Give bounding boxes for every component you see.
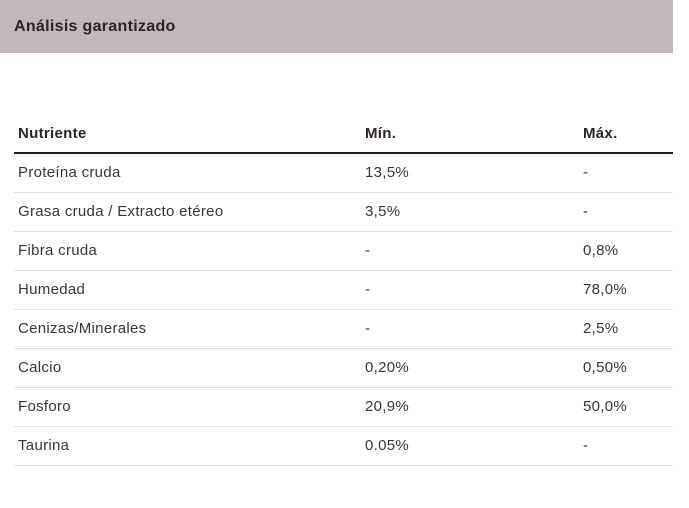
table-row: Fibra cruda - 0,8%: [14, 231, 673, 271]
table-row: Grasa cruda / Extracto etéreo 3,5% -: [14, 192, 673, 232]
nutrient-name: Fibra cruda: [14, 231, 365, 271]
section-title: Análisis garantizado: [14, 17, 176, 35]
min-value: 3,5%: [365, 192, 583, 232]
nutrients-table: Nutriente Mín. Máx. Proteína cruda 13,5%…: [14, 115, 673, 466]
nutrient-name: Grasa cruda / Extracto etéreo: [14, 192, 365, 232]
nutrient-name: Taurina: [14, 426, 365, 466]
max-value: 78,0%: [583, 270, 673, 310]
max-value: 0,50%: [583, 348, 673, 388]
max-value: -: [583, 153, 673, 193]
nutrient-name: Cenizas/Minerales: [14, 309, 365, 349]
column-header-max: Máx.: [583, 115, 673, 154]
min-value: 20,9%: [365, 387, 583, 427]
table-row: Taurina 0.05% -: [14, 426, 673, 466]
max-value: 50,0%: [583, 387, 673, 427]
max-value: -: [583, 192, 673, 232]
min-value: 0.05%: [365, 426, 583, 466]
nutrient-name: Calcio: [14, 348, 365, 388]
column-header-min: Mín.: [365, 115, 583, 154]
guaranteed-analysis-table: Nutriente Mín. Máx. Proteína cruda 13,5%…: [14, 115, 673, 466]
table-row: Cenizas/Minerales - 2,5%: [14, 309, 673, 349]
table-row: Fosforo 20,9% 50,0%: [14, 387, 673, 427]
min-value: 13,5%: [365, 153, 583, 193]
min-value: -: [365, 309, 583, 349]
max-value: 2,5%: [583, 309, 673, 349]
table-header-row: Nutriente Mín. Máx.: [14, 115, 673, 154]
nutrient-name: Humedad: [14, 270, 365, 310]
max-value: -: [583, 426, 673, 466]
table-row: Humedad - 78,0%: [14, 270, 673, 310]
min-value: -: [365, 270, 583, 310]
max-value: 0,8%: [583, 231, 673, 271]
min-value: 0,20%: [365, 348, 583, 388]
column-header-nutrient: Nutriente: [14, 115, 365, 154]
section-title-bar: Análisis garantizado: [0, 0, 673, 53]
table-row: Proteína cruda 13,5% -: [14, 153, 673, 193]
min-value: -: [365, 231, 583, 271]
nutrient-name: Proteína cruda: [14, 153, 365, 193]
nutrient-name: Fosforo: [14, 387, 365, 427]
table-row: Calcio 0,20% 0,50%: [14, 348, 673, 388]
